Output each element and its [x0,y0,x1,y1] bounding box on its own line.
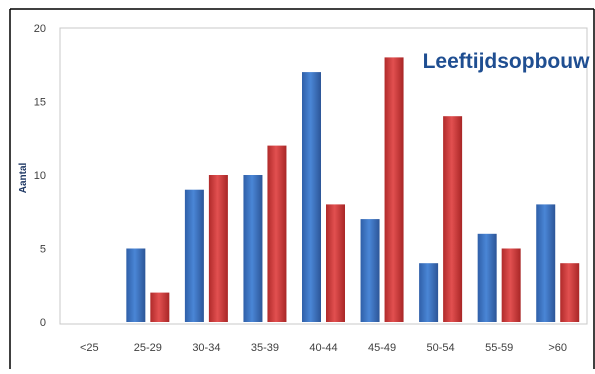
bar-series-2 [443,116,463,322]
y-tick-label: 20 [34,23,46,35]
x-axis-ticks: <25 25-29 30-34 35-39 40-44 45-49 50-54 55-59 >6… [80,342,567,354]
x-tick-label: 45-49 [368,342,396,354]
bar-series-2 [150,292,170,322]
bar-series-1 [419,263,439,322]
y-axis-ticks: 0 5 10 15 20 [34,23,46,329]
chart-title: Leeftijdsopbouw [423,50,590,73]
bar-series-1 [243,175,263,322]
x-tick-label: 30-34 [192,342,220,354]
bar-series [126,57,580,323]
x-tick-label: 50-54 [427,342,455,354]
bar-series-1 [360,219,380,322]
y-axis-label: Aantal [18,162,29,193]
bar-series-2 [384,57,404,323]
x-tick-label: 25-29 [134,342,162,354]
plot-area [59,27,588,325]
x-tick-label: <25 [80,342,99,354]
bar-series-2 [208,175,228,322]
y-tick-label: 0 [40,317,46,329]
bar-series-1 [536,204,556,322]
bar-series-1 [184,189,204,322]
x-tick-label: 35-39 [251,342,279,354]
y-tick-label: 5 [40,244,46,256]
bar-series-1 [477,233,497,322]
x-tick-label: 55-59 [485,342,513,354]
bar-series-2 [267,145,287,322]
bar-series-1 [302,72,321,322]
y-tick-label: 10 [34,170,46,182]
bar-series-1 [126,248,146,322]
y-tick-label: 15 [34,97,46,109]
bar-series-2 [560,263,580,322]
bar-series-2 [326,204,345,322]
x-tick-label: >60 [548,342,567,354]
x-tick-label: 40-44 [309,342,337,354]
bar-series-2 [501,248,521,322]
